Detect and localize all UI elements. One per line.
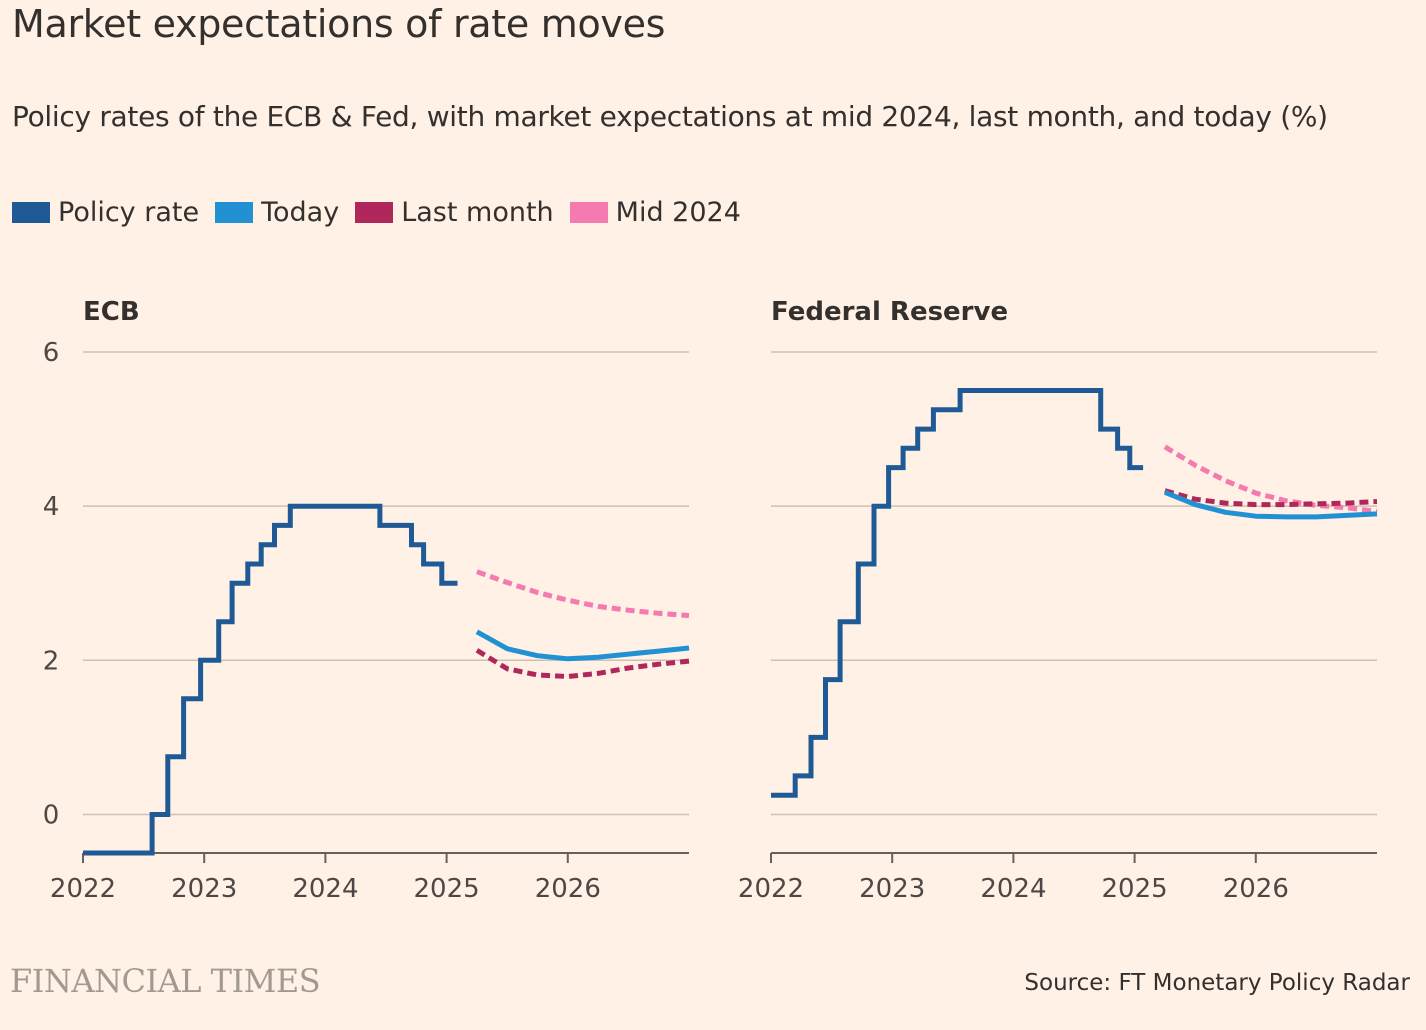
ecb-panel-title: ECB (83, 297, 140, 327)
source-note: Source: FT Monetary Policy Radar (1024, 970, 1410, 996)
legend-swatch-mid-2024 (569, 202, 608, 223)
legend-label-last-month: Last month (401, 197, 554, 228)
fed-series-policy-rate (771, 388, 1144, 798)
fed-x-tick-label-2026: 2026 (1223, 874, 1289, 904)
ecb-series-mid-2024 (476, 569, 690, 619)
fed-x-tick-label-2024: 2024 (980, 874, 1046, 904)
fed-panel-title: Federal Reserve (771, 297, 1008, 327)
ecb-x-tick-label-2022: 2022 (50, 874, 116, 904)
fed-x-tick-label-2022: 2022 (738, 874, 804, 904)
fed-series-today (1163, 489, 1378, 520)
ecb-x-tick-label-2024: 2024 (292, 874, 358, 904)
legend-item-today: Today (215, 197, 339, 228)
ecb-panel: ECB 0 2 4 6 2022 2023 2024 2025 2026 (43, 297, 690, 904)
fed-panel: Federal Reserve 2022 2023 2024 2025 2026 (738, 297, 1378, 904)
ecb-y-tick-label-2: 2 (43, 646, 60, 676)
ecb-series-policy-rate (83, 503, 458, 856)
fed-x-tick-label-2025: 2025 (1102, 874, 1168, 904)
legend-item-last-month: Last month (355, 197, 554, 228)
chart-subtitle: Policy rates of the ECB & Fed, with mark… (12, 100, 1328, 133)
ft-brand-logo: FINANCIAL TIMES (10, 962, 321, 1000)
legend-item-mid-2024: Mid 2024 (569, 197, 741, 228)
ecb-series-last-month (475, 648, 690, 679)
ecb-x-tick-label-2025: 2025 (414, 874, 480, 904)
legend-label-mid-2024: Mid 2024 (615, 197, 741, 228)
ecb-x-tick-label-2023: 2023 (171, 874, 237, 904)
chart-title: Market expectations of rate moves (12, 2, 666, 46)
legend-item-policy-rate: Policy rate (12, 197, 199, 228)
legend-swatch-today (215, 202, 254, 223)
ecb-y-tick-label-6: 6 (43, 338, 60, 368)
fed-series-last-month (1164, 488, 1378, 508)
legend-swatch-policy-rate (12, 202, 50, 223)
ecb-series-today (475, 629, 690, 662)
fed-series-mid-2024 (1163, 444, 1378, 514)
fed-x-tick-label-2023: 2023 (859, 874, 925, 904)
ecb-x-tick-label-2026: 2026 (535, 874, 601, 904)
ecb-y-tick-label-4: 4 (43, 492, 60, 522)
legend-label-today: Today (261, 197, 340, 228)
legend-swatch-last-month (355, 202, 394, 223)
legend-label-policy-rate: Policy rate (58, 197, 200, 228)
ecb-y-tick-label-0: 0 (43, 800, 60, 830)
legend: Policy rate Today Last month Mid 2024 (12, 197, 757, 228)
